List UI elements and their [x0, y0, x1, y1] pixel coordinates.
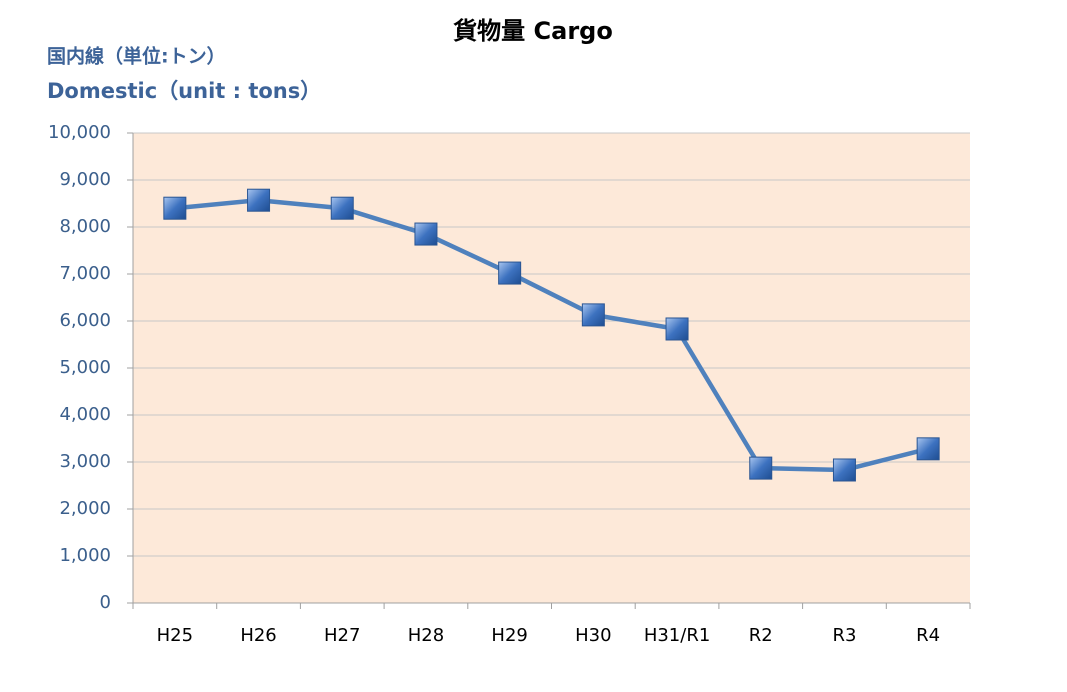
x-tick-label: H31/R1	[644, 625, 710, 646]
point-marker	[330, 196, 354, 220]
y-tick-label: 1,000	[59, 545, 111, 566]
point-marker	[665, 317, 689, 341]
x-tick-label: R4	[916, 625, 940, 646]
y-tick-label: 10,000	[48, 122, 111, 143]
annotation: Domestic（unit : tons）	[47, 79, 321, 103]
series-line	[174, 197, 929, 473]
x-tick-label: R2	[749, 625, 773, 646]
x-tick-label: H26	[240, 625, 276, 646]
y-tick-label: 4,000	[59, 404, 111, 425]
x-tick-label: H28	[408, 625, 444, 646]
point-marker	[247, 188, 271, 212]
x-tick-label: H30	[575, 625, 611, 646]
y-tick-label: 3,000	[59, 451, 111, 472]
x-tick-label: H27	[324, 625, 360, 646]
point-marker	[498, 261, 522, 285]
point-marker	[749, 456, 773, 480]
y-tick-label: 6,000	[59, 310, 111, 331]
point-marker	[414, 222, 438, 246]
y-tick-label: 0	[100, 592, 111, 613]
y-tick-label: 8,000	[59, 216, 111, 237]
x-tick-label: H25	[157, 625, 193, 646]
point-marker	[581, 303, 605, 327]
annotation: 国内線（単位:トン）	[47, 45, 226, 68]
chart-title: 貨物量 Cargo	[453, 17, 613, 45]
point-marker	[832, 458, 856, 482]
point-marker	[916, 437, 940, 461]
x-tick-label: H29	[491, 625, 527, 646]
x-tick-label: R3	[832, 625, 856, 646]
y-tick-label: 7,000	[59, 263, 111, 284]
y-tick-label: 9,000	[59, 169, 111, 190]
y-tick-label: 2,000	[59, 498, 111, 519]
y-tick-label: 5,000	[59, 357, 111, 378]
point-marker	[163, 196, 187, 220]
